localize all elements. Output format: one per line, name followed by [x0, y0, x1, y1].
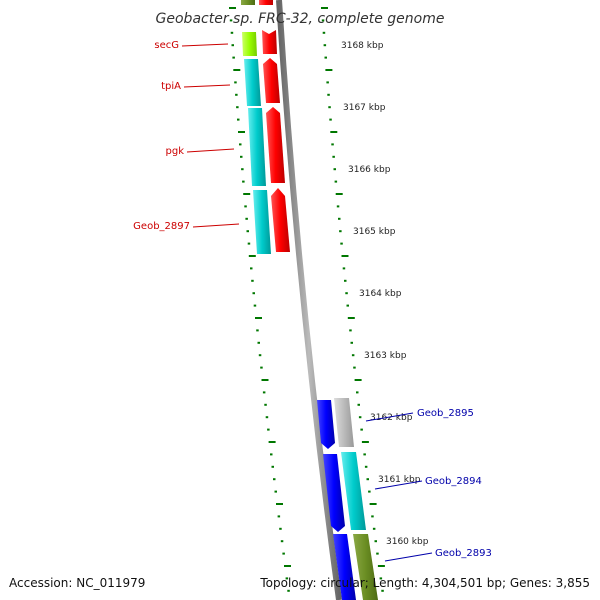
gene-leader-line [181, 43, 229, 47]
tick-marks-right [321, 7, 385, 592]
gene-label-geob-2897[interactable]: Geob_2897 [133, 221, 190, 232]
tick-marks-left [229, 7, 291, 592]
scale-label: 3164 kbp [359, 289, 402, 299]
gene-feature-geob-2893 [353, 534, 378, 600]
genome-backbone [276, 0, 342, 600]
genome-title: Geobacter sp. FRC-32, complete genome [156, 11, 445, 27]
gene-feature-tpia [244, 59, 261, 106]
gene-feature [323, 454, 345, 532]
gene-label-geob-2895[interactable]: Geob_2895 [417, 408, 474, 419]
scale-label: 3161 kbp [378, 475, 421, 485]
gene-feature [262, 30, 277, 54]
gene-feature [334, 398, 354, 447]
scale-label: 3166 kbp [348, 165, 391, 175]
scale-label: 3162 kbp [370, 413, 413, 423]
gene-leader-line [186, 148, 235, 153]
genome-summary-text: Topology: circular; Length: 4,304,501 bp… [259, 576, 590, 590]
gene-label-pgk[interactable]: pgk [166, 146, 185, 157]
gene-feature [333, 534, 356, 600]
gene-feature-secg [242, 32, 257, 56]
gene-feature-geob-2897 [253, 190, 271, 254]
gene-label-geob-2893[interactable]: Geob_2893 [435, 548, 492, 559]
gene-leader-line [192, 223, 240, 228]
gene-leader-line [365, 412, 414, 422]
gene-feature-pgk [248, 108, 266, 186]
scale-label: 3163 kbp [364, 351, 407, 361]
scale-label: 3168 kbp [341, 41, 384, 51]
gene-feature [241, 0, 255, 5]
gene-label-geob-2894[interactable]: Geob_2894 [425, 476, 482, 487]
gene-label-tpia[interactable]: tpiA [161, 81, 181, 92]
gene-feature-geob-2894 [341, 452, 366, 530]
gene-feature [259, 0, 273, 5]
gene-leader-line [384, 552, 433, 562]
gene-feature [271, 188, 290, 252]
scale-label: 3167 kbp [343, 103, 386, 113]
gene-leader-line [183, 84, 231, 88]
scale-label: 3165 kbp [353, 227, 396, 237]
gene-leader-line [374, 480, 423, 490]
gene-feature [263, 58, 280, 103]
gene-label-secg[interactable]: secG [154, 40, 179, 51]
gene-feature-geob-2895 [317, 400, 335, 449]
scale-label: 3160 kbp [386, 537, 429, 547]
accession-text: Accession: NC_011979 [9, 576, 145, 590]
gene-feature [266, 107, 285, 183]
